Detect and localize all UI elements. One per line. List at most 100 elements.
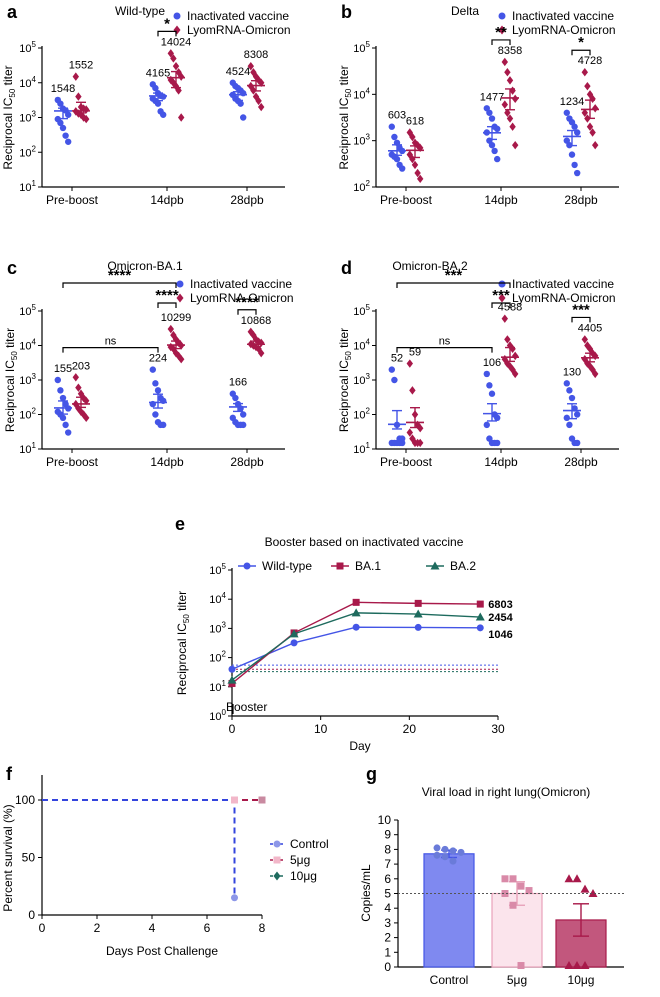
data-point (75, 383, 82, 392)
data-point (501, 100, 508, 109)
data-point (433, 844, 441, 852)
data-point (399, 165, 406, 172)
data-point (592, 369, 599, 379)
legend-label: Inactivated vaccine (512, 277, 614, 291)
chart-title-b: Delta (451, 4, 479, 18)
x-tick-label: 2 (94, 921, 101, 935)
data-point (178, 355, 185, 364)
data-point (491, 147, 498, 155)
data-point (80, 393, 87, 403)
data-point (441, 853, 449, 861)
data-point (581, 68, 588, 77)
data-point (178, 72, 185, 81)
data-point (240, 421, 247, 429)
x-tick-label: 28dpb (564, 455, 598, 469)
y-tick-label: 101 (19, 441, 36, 456)
mean-label: 155 (54, 363, 72, 375)
data-point (525, 887, 533, 895)
data-point (476, 600, 484, 608)
data-point (589, 365, 596, 374)
mean-label: 203 (72, 360, 90, 372)
data-point (417, 424, 424, 433)
end-label: 2454 (488, 612, 513, 624)
x-tick-label: 0 (229, 722, 236, 736)
data-point (509, 365, 516, 374)
x-tick-label: 28dpb (230, 455, 264, 469)
legend-marker (273, 856, 281, 864)
mean-label: 1552 (69, 60, 93, 72)
data-point (584, 81, 591, 91)
x-tick-label: Pre-boost (380, 455, 433, 469)
data-point (457, 848, 465, 856)
panel-label-a: a (7, 2, 18, 22)
data-point (571, 161, 578, 169)
x-tick-label: Control (430, 973, 469, 987)
data-point (237, 100, 244, 107)
legend-marker (336, 562, 344, 570)
data-point (589, 94, 596, 104)
data-point (581, 355, 588, 364)
data-point (80, 113, 87, 122)
mean-label: 166 (229, 377, 247, 389)
significance-label: * (578, 34, 584, 51)
data-point (59, 394, 67, 402)
y-tick-label: 104 (353, 86, 370, 101)
legend-label: BA.2 (450, 559, 476, 573)
significance-label: *** (492, 287, 510, 304)
data-point (568, 151, 576, 158)
data-point (391, 133, 398, 141)
mean-label: 10868 (241, 315, 272, 327)
series-line (231, 612, 481, 681)
data-point (57, 100, 64, 107)
data-point (152, 84, 159, 92)
mean-label: 4728 (578, 55, 602, 67)
y-tick-label: 103 (353, 133, 370, 148)
significance-bracket (396, 347, 493, 353)
y-tick-label: 103 (209, 620, 226, 635)
x-tick-label: 20 (403, 722, 417, 736)
chart-title-e: Booster based on inactivated vaccine (265, 535, 464, 549)
legend-marker (498, 293, 506, 303)
legend-marker (498, 12, 506, 20)
mean-label: 52 (391, 353, 403, 365)
data-point (154, 387, 162, 394)
data-point (417, 438, 424, 448)
data-point (592, 351, 599, 361)
significance-label: **** (108, 267, 132, 284)
x-axis-label: Days Post Challenge (106, 944, 218, 958)
significance-label: ** (495, 24, 507, 41)
data-point (388, 366, 395, 373)
data-point (563, 109, 570, 116)
y-tick-label: 103 (19, 110, 36, 125)
significance-label: **** (235, 294, 259, 311)
x-tick-label: 14dpb (484, 193, 518, 207)
significance-label: ns (439, 336, 451, 348)
data-point (414, 168, 421, 178)
x-tick-label: 6 (204, 921, 211, 935)
data-point (240, 411, 247, 418)
legend-label: 10μg (290, 869, 317, 883)
y-tick-label: 0 (28, 908, 35, 922)
y-tick-label: 1 (384, 945, 391, 959)
significance-label: *** (445, 267, 463, 284)
data-point (62, 132, 69, 139)
panel-label-e: e (175, 514, 185, 534)
data-point (409, 132, 416, 142)
x-tick-label: 14dpb (150, 193, 184, 207)
y-tick-label: 0 (384, 960, 391, 974)
legend-label: Control (290, 837, 329, 851)
y-tick-label: 105 (19, 303, 36, 318)
significance-bracket (237, 309, 257, 315)
mean-label: 59 (409, 347, 421, 359)
y-axis-label: Reciprocal IC50 titer (3, 328, 19, 432)
legend-label: Wild-type (262, 559, 312, 573)
mean-label: 4524 (226, 66, 250, 78)
data-point (517, 882, 525, 890)
mean-label: 1548 (51, 83, 75, 95)
mean-label: 130 (563, 366, 581, 378)
data-point (65, 138, 72, 145)
data-point (290, 639, 298, 647)
legend-marker (243, 562, 251, 570)
significance-bracket (571, 49, 591, 56)
mean-label: 4165 (146, 67, 170, 79)
